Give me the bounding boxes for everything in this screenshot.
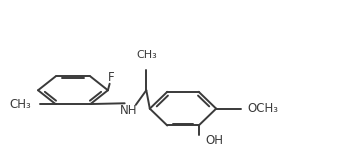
Text: NH: NH — [120, 104, 138, 117]
Text: OCH₃: OCH₃ — [247, 102, 278, 115]
Text: F: F — [108, 71, 115, 84]
Text: CH₃: CH₃ — [9, 98, 31, 111]
Text: OH: OH — [206, 134, 224, 146]
Text: CH₃: CH₃ — [136, 50, 157, 60]
